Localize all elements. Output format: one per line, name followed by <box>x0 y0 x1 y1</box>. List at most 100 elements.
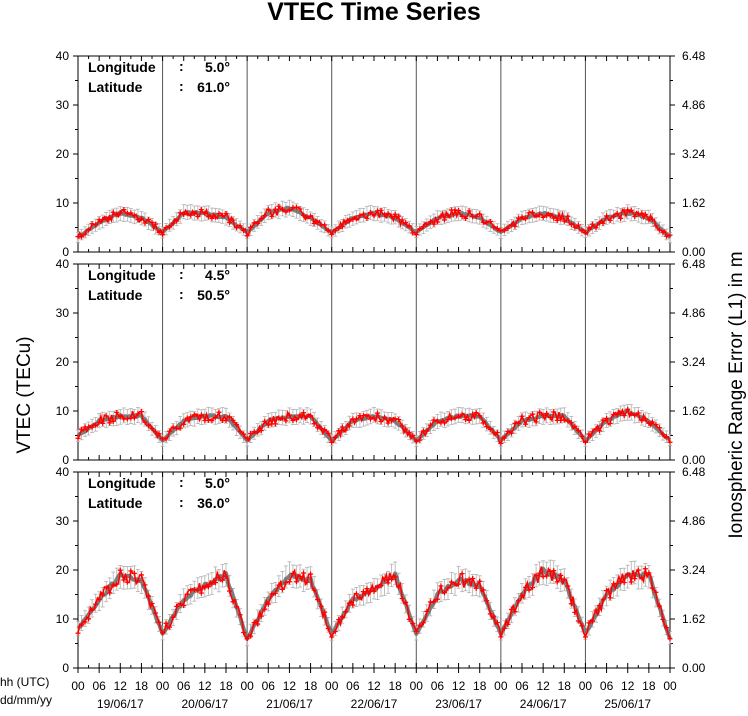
lon-value: 5.0° <box>205 475 230 491</box>
y-tick-label-right: 1.62 <box>682 612 706 626</box>
x-date-label: 21/06/17 <box>266 697 313 711</box>
y-tick-label-right: 3.24 <box>682 563 706 577</box>
x-tick-label: 18 <box>304 679 318 693</box>
y-tick-label-left: 30 <box>56 514 70 528</box>
x-date-label: 22/06/17 <box>351 697 398 711</box>
x-tick-label: 18 <box>135 679 149 693</box>
model-series-line <box>76 205 672 240</box>
panel-1: 0 0.00 10 1.62 20 3.24 30 4.86 40 6.48 Longitude: 5… <box>56 49 706 259</box>
y-tick-label-right: 0.00 <box>682 453 706 467</box>
y-tick-label-right: 1.62 <box>682 196 706 210</box>
lon-value: 4.5° <box>205 267 230 283</box>
x-tick-label: 00 <box>156 679 170 693</box>
y-tick-label-left: 20 <box>56 147 70 161</box>
lat-value: 61.0° <box>197 79 230 95</box>
y-tick-label-right: 0.00 <box>682 661 706 675</box>
x-tick-label: 12 <box>283 679 297 693</box>
panel-3: 0 0.00 10 1.62 20 3.24 30 4.86 40 6.48 Longitude: 5… <box>56 465 706 675</box>
y-tick-label-left: 30 <box>56 98 70 112</box>
x-tick-label: 12 <box>621 679 635 693</box>
y-tick-label-right: 4.86 <box>682 306 706 320</box>
x-tick-label: 18 <box>473 679 487 693</box>
y-tick-label-left: 40 <box>56 257 70 271</box>
y-tick-label-left: 0 <box>62 661 69 675</box>
lon-colon: : <box>179 266 184 282</box>
y-tick-label-right: 4.86 <box>682 98 706 112</box>
lon-colon: : <box>179 474 184 490</box>
x-tick-label: 18 <box>219 679 233 693</box>
x-tick-label: 06 <box>515 679 529 693</box>
y-tick-label-left: 0 <box>62 245 69 259</box>
x-tick-label: 12 <box>198 679 212 693</box>
panel-frame <box>77 55 671 253</box>
y-tick-label-right: 6.48 <box>682 257 706 271</box>
x-tick-label: 06 <box>92 679 106 693</box>
y-tick-label-left: 20 <box>56 563 70 577</box>
y-axis-label-left: VTEC (TECu) <box>14 336 35 453</box>
location-label: Longitude: 4.5° Latitude:50.5° <box>88 266 230 303</box>
x-axis-label-hours: hh (UTC) <box>0 675 49 689</box>
x-tick-label: 06 <box>346 679 360 693</box>
x-date-label: 23/06/17 <box>435 697 482 711</box>
x-tick-label-final: 00 <box>663 679 677 693</box>
x-tick-label: 12 <box>452 679 466 693</box>
x-tick-label: 06 <box>431 679 445 693</box>
x-tick-label: 00 <box>579 679 593 693</box>
y-tick-label-left: 10 <box>56 612 70 626</box>
x-tick-label: 00 <box>325 679 339 693</box>
lat-colon: : <box>179 286 184 302</box>
y-tick-label-left: 10 <box>56 196 70 210</box>
lon-colon: : <box>179 58 184 74</box>
lat-value: 36.0° <box>197 495 230 511</box>
y-tick-label-left: 10 <box>56 404 70 418</box>
y-tick-label-right: 0.00 <box>682 245 706 259</box>
y-tick-label-right: 3.24 <box>682 355 706 369</box>
lon-label: Longitude <box>88 59 156 75</box>
y-tick-label-left: 40 <box>56 49 70 63</box>
x-tick-label: 12 <box>114 679 128 693</box>
x-tick-label: 06 <box>177 679 191 693</box>
lon-value: 5.0° <box>205 59 230 75</box>
y-tick-label-right: 6.48 <box>682 49 706 63</box>
panel-frame <box>77 263 671 461</box>
y-tick-label-left: 0 <box>62 453 69 467</box>
chart-title: VTEC Time Series <box>267 0 481 26</box>
x-date-label: 24/06/17 <box>520 697 567 711</box>
y-tick-label-left: 40 <box>56 465 70 479</box>
x-tick-label: 18 <box>388 679 402 693</box>
x-axis-label-dates: dd/mm/yy <box>0 693 52 707</box>
y-tick-label-left: 20 <box>56 355 70 369</box>
y-tick-label-right: 4.86 <box>682 514 706 528</box>
panel-2: 0 0.00 10 1.62 20 3.24 30 4.86 40 6.48 Longitude: 4… <box>56 257 706 467</box>
lon-label: Longitude <box>88 267 156 283</box>
lat-colon: : <box>179 494 184 510</box>
lon-label: Longitude <box>88 475 156 491</box>
x-tick-label: 06 <box>600 679 614 693</box>
lat-colon: : <box>179 78 184 94</box>
y-axis-label-right: Ionospheric Range Error (L1) in m <box>726 251 747 538</box>
x-tick-label: 18 <box>642 679 656 693</box>
x-tick-label: 18 <box>558 679 572 693</box>
y-tick-label-right: 3.24 <box>682 147 706 161</box>
x-date-label: 19/06/17 <box>97 697 144 711</box>
x-tick-label: 06 <box>262 679 276 693</box>
y-tick-label-right: 6.48 <box>682 465 706 479</box>
lat-label: Latitude <box>88 495 143 511</box>
x-date-label: 20/06/17 <box>181 697 228 711</box>
x-tick-label: 00 <box>410 679 424 693</box>
y-tick-label-left: 30 <box>56 306 70 320</box>
x-date-label: 25/06/17 <box>604 697 651 711</box>
y-tick-label-right: 1.62 <box>682 404 706 418</box>
x-axis-bottom: 00 06 12 18 19/06/17 00 06 12 18 20/06/17 00 06 12 18… <box>71 668 677 711</box>
location-label: Longitude: 5.0° Latitude:36.0° <box>88 474 230 511</box>
lat-value: 50.5° <box>197 287 230 303</box>
x-tick-label: 00 <box>240 679 254 693</box>
x-tick-label: 00 <box>494 679 508 693</box>
x-tick-label: 00 <box>71 679 85 693</box>
lat-label: Latitude <box>88 287 143 303</box>
x-tick-label: 12 <box>367 679 381 693</box>
panel-frame <box>77 471 671 669</box>
